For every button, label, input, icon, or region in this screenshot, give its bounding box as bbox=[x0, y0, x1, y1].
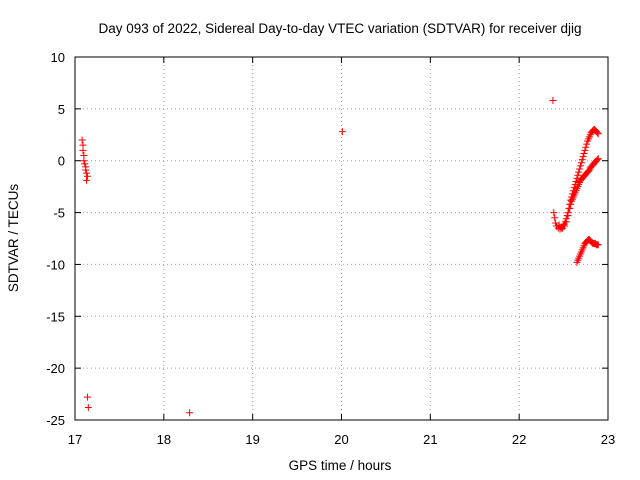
data-point bbox=[549, 97, 557, 105]
data-point bbox=[81, 160, 89, 168]
y-tick-label: -15 bbox=[46, 309, 65, 324]
data-point bbox=[594, 155, 602, 163]
data-point bbox=[186, 409, 194, 417]
axis-ticks: 17 18 19 20 21 22 23 10 5 0 -5 -10 -15 -20 -25 bbox=[46, 50, 615, 447]
y-tick-label: 10 bbox=[51, 50, 65, 65]
data-point bbox=[575, 168, 583, 176]
data-points bbox=[78, 97, 602, 417]
data-point bbox=[80, 157, 88, 165]
x-tick-label: 21 bbox=[423, 432, 437, 447]
data-point bbox=[581, 146, 589, 154]
y-tick-label: -10 bbox=[46, 257, 65, 272]
data-point bbox=[567, 200, 575, 208]
y-tick-label: -5 bbox=[53, 206, 65, 221]
chart-title: Day 093 of 2022, Sidereal Day-to-day VTE… bbox=[99, 21, 582, 36]
grid-lines bbox=[75, 57, 608, 420]
data-point bbox=[576, 165, 584, 173]
data-point bbox=[550, 209, 558, 217]
data-point bbox=[83, 393, 91, 401]
data-point bbox=[577, 159, 585, 167]
x-tick-label: 20 bbox=[334, 432, 348, 447]
y-tick-label: -20 bbox=[46, 361, 65, 376]
y-tick-label: 0 bbox=[58, 154, 65, 169]
data-point bbox=[564, 212, 572, 220]
data-point bbox=[580, 149, 588, 157]
data-point bbox=[562, 218, 570, 226]
x-tick-label: 19 bbox=[245, 432, 259, 447]
data-point bbox=[79, 146, 87, 154]
data-point bbox=[83, 169, 91, 177]
data-point bbox=[594, 241, 602, 249]
data-point bbox=[583, 140, 591, 148]
data-point bbox=[551, 214, 559, 222]
y-tick-label: 5 bbox=[58, 102, 65, 117]
data-point bbox=[594, 130, 602, 138]
data-point bbox=[582, 143, 590, 151]
x-axis-label: GPS time / hours bbox=[289, 458, 392, 473]
data-point bbox=[593, 156, 601, 164]
data-point bbox=[560, 222, 568, 230]
data-point bbox=[566, 204, 574, 212]
x-tick-label: 18 bbox=[157, 432, 171, 447]
x-tick-label: 23 bbox=[601, 432, 615, 447]
data-point bbox=[82, 166, 90, 174]
data-point bbox=[579, 153, 587, 161]
data-point bbox=[584, 167, 592, 175]
data-point bbox=[78, 136, 86, 144]
data-point bbox=[574, 171, 582, 179]
data-point bbox=[83, 176, 91, 184]
data-point bbox=[84, 404, 92, 412]
data-point bbox=[552, 219, 560, 227]
data-point bbox=[83, 172, 91, 180]
y-tick-label: -25 bbox=[46, 413, 65, 428]
y-axis-label: SDTVAR / TECUs bbox=[6, 184, 21, 293]
x-tick-label: 17 bbox=[68, 432, 82, 447]
data-point bbox=[578, 156, 586, 164]
data-point bbox=[338, 128, 346, 136]
data-point bbox=[576, 162, 584, 170]
x-tick-label: 22 bbox=[512, 432, 526, 447]
data-point bbox=[557, 223, 565, 231]
data-point bbox=[593, 129, 601, 137]
